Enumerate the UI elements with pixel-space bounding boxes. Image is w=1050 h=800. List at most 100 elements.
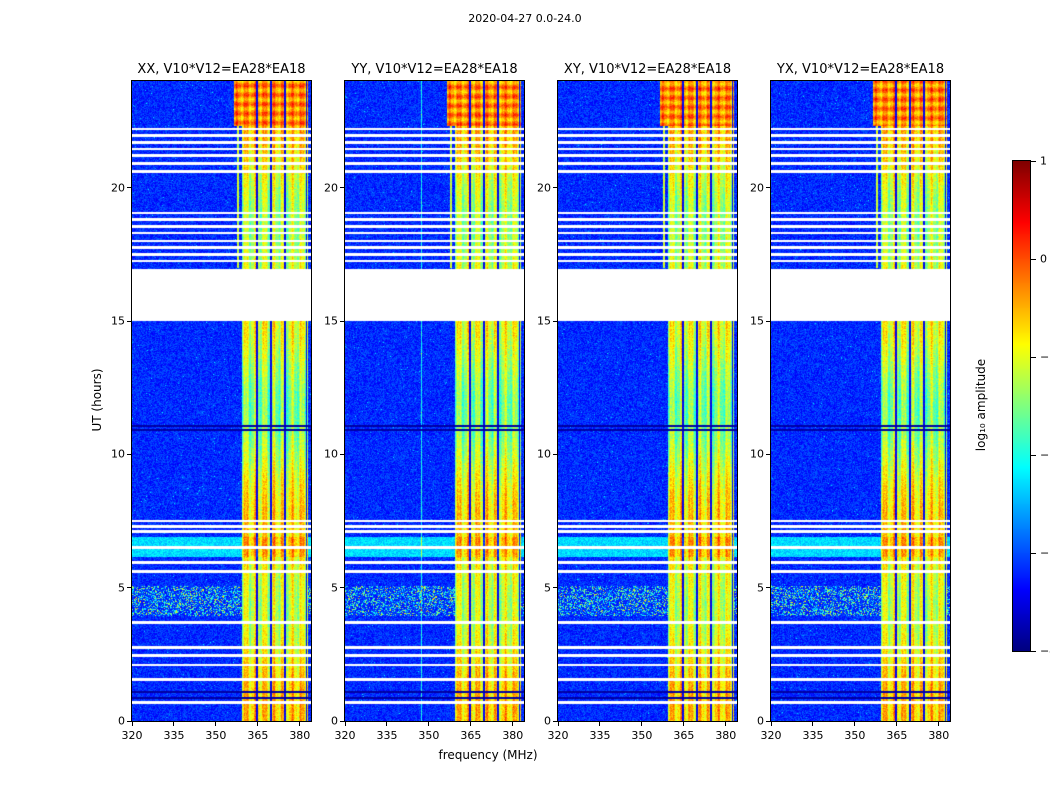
colorbar: 1 0 −1 −2 −3 −4 [1012,155,1050,658]
y-tick [553,453,557,455]
y-tick-label: 5 [757,581,764,595]
y-tick [766,587,770,589]
y-tick [127,587,131,589]
x-tick-label: 350 [631,729,653,742]
y-tick [340,720,344,722]
y-tick-label: 20 [324,181,338,195]
x-tick [173,722,175,726]
x-tick-label: 320 [121,729,143,742]
y-tick-label: 20 [537,181,551,195]
colorbar-tick-label: −4 [1040,644,1050,658]
y-tick-label: 0 [331,714,338,728]
y-tick [766,720,770,722]
x-tick-label: 380 [928,729,950,742]
x-tick [131,722,133,726]
y-tick [340,587,344,589]
panel-yy: YY, V10*V12=EA28*EA18 320 335 350 365 380 0 5 10… [324,62,525,742]
y-tick-label: 10 [750,447,764,461]
colorbar-tick-label: −2 [1040,448,1050,462]
x-tick [257,722,259,726]
x-tick [428,722,430,726]
panel-title: XX, V10*V12=EA28*EA18 [137,62,306,77]
y-axis-label: UT (hours) [90,368,104,432]
colorbar-tick [1031,258,1036,260]
x-tick-label: 350 [844,729,866,742]
x-tick [896,722,898,726]
colorbar-tick-label: 0 [1040,252,1047,266]
spectrogram-xx [132,81,311,721]
x-tick-label: 350 [205,729,227,742]
y-tick-label: 10 [111,447,125,461]
colorbar-tick [1031,454,1036,456]
y-tick [766,187,770,189]
x-tick [854,722,856,726]
y-tick-label: 15 [537,314,551,328]
x-tick-label: 335 [589,729,611,742]
x-tick-label: 380 [715,729,737,742]
y-tick-label: 0 [118,714,125,728]
y-tick [340,453,344,455]
y-tick-label: 5 [118,581,125,595]
x-tick-label: 365 [673,729,695,742]
y-tick [127,453,131,455]
y-tick [553,720,557,722]
colorbar-gradient [1013,161,1030,651]
y-tick [553,187,557,189]
x-tick-label: 320 [547,729,569,742]
y-tick-label: 5 [331,581,338,595]
x-tick [938,722,940,726]
y-tick [127,187,131,189]
panel-title: YX, V10*V12=EA28*EA18 [776,62,945,77]
figure-title: 2020-04-27 0.0-24.0 [468,12,582,25]
panel-title: YY, V10*V12=EA28*EA18 [351,62,518,77]
x-tick-label: 335 [802,729,824,742]
x-tick-label: 350 [418,729,440,742]
spectrogram-xy [558,81,737,721]
y-tick-label: 15 [750,314,764,328]
x-tick [641,722,643,726]
x-tick-label: 335 [163,729,185,742]
y-tick [553,320,557,322]
y-tick [553,587,557,589]
y-tick [127,320,131,322]
y-tick-label: 20 [111,181,125,195]
x-tick-label: 365 [886,729,908,742]
x-tick [557,722,559,726]
x-tick-label: 365 [460,729,482,742]
x-tick [215,722,217,726]
colorbar-tick [1031,160,1036,162]
y-tick [127,720,131,722]
y-tick-label: 10 [537,447,551,461]
y-tick-label: 0 [544,714,551,728]
x-tick [512,722,514,726]
x-tick [470,722,472,726]
panel-yx: YX, V10*V12=EA28*EA18 320 335 350 365 380 0 5 10… [750,62,951,742]
colorbar-tick [1031,650,1036,652]
y-tick-label: 0 [757,714,764,728]
y-tick-label: 5 [544,581,551,595]
x-tick [386,722,388,726]
y-tick-label: 15 [324,314,338,328]
spectrogram-yx [771,81,950,721]
y-tick [340,187,344,189]
colorbar-tick [1031,552,1036,554]
spectrogram-yy [345,81,524,721]
x-tick [812,722,814,726]
colorbar-tick [1031,356,1036,358]
colorbar-label: log₁₀ amplitude [974,358,988,452]
x-tick-label: 320 [334,729,356,742]
x-tick [770,722,772,726]
x-tick-label: 380 [502,729,524,742]
y-tick-label: 15 [111,314,125,328]
panel-title: XY, V10*V12=EA28*EA18 [563,62,732,77]
x-tick-label: 335 [376,729,398,742]
x-axis-label: frequency (MHz) [438,748,538,762]
x-tick-label: 320 [760,729,782,742]
panel-xy: XY, V10*V12=EA28*EA18 320 335 350 365 380 0 5 10… [537,62,738,742]
colorbar-tick-label: 1 [1040,154,1047,168]
panel-xx: XX, V10*V12=EA28*EA18 320 335 350 365 380 0 5 10… [111,62,312,742]
y-tick [340,320,344,322]
y-tick-label: 20 [750,181,764,195]
x-tick-label: 380 [289,729,311,742]
